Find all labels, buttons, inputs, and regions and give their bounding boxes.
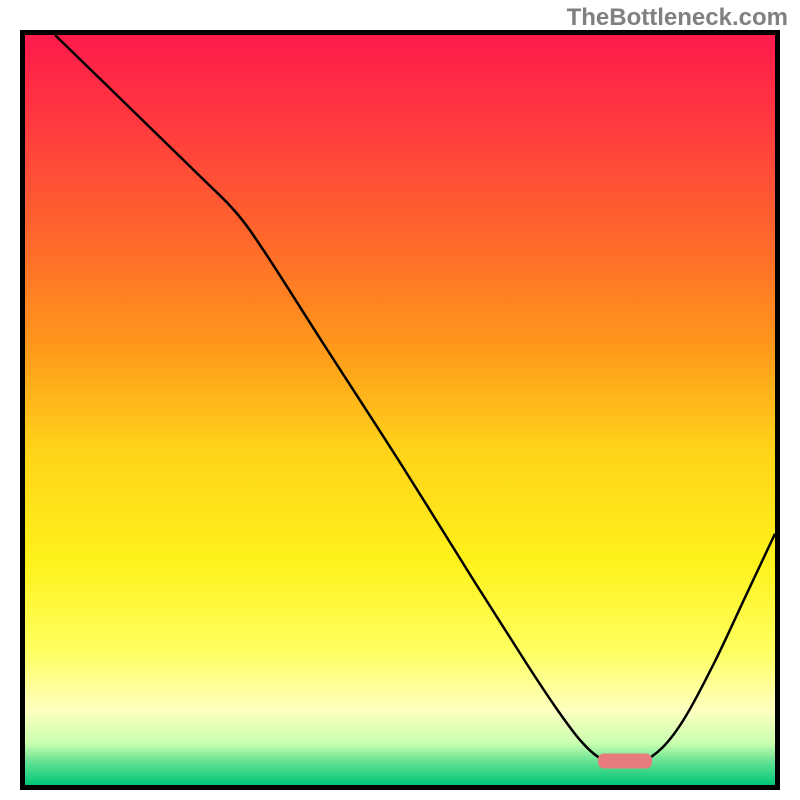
plot-frame: [20, 30, 780, 790]
trough-marker: [598, 754, 652, 769]
curve-layer: [25, 35, 775, 785]
watermark-text: TheBottleneck.com: [567, 4, 788, 32]
chart-root: TheBottleneck.com: [0, 0, 800, 800]
curve-path: [55, 35, 775, 764]
